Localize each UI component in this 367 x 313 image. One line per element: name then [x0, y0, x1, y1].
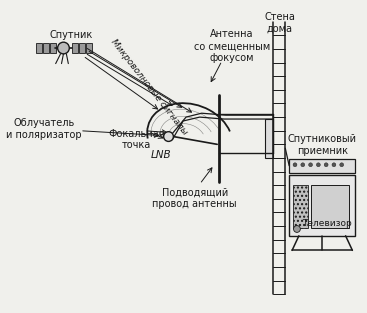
Circle shape — [340, 163, 344, 167]
Circle shape — [332, 163, 336, 167]
Bar — [289, 176, 355, 236]
Bar — [79, 43, 85, 53]
Bar — [289, 159, 355, 172]
Bar — [86, 43, 92, 53]
Text: Облучатель
и поляризатор: Облучатель и поляризатор — [6, 118, 82, 140]
Bar — [310, 185, 349, 228]
Bar — [43, 43, 49, 53]
Circle shape — [301, 163, 305, 167]
Text: Стена
дома: Стена дома — [264, 12, 295, 33]
Circle shape — [309, 163, 313, 167]
Circle shape — [294, 226, 300, 232]
Bar — [293, 185, 308, 228]
Circle shape — [58, 42, 69, 54]
Text: Фокальная
точка: Фокальная точка — [108, 129, 165, 150]
Bar — [50, 43, 56, 53]
Circle shape — [164, 132, 173, 141]
Circle shape — [293, 163, 297, 167]
Text: Антенна
со смещенным
фокусом: Антенна со смещенным фокусом — [194, 29, 270, 63]
Text: Микроволновые сигналы: Микроволновые сигналы — [109, 37, 189, 136]
Bar — [265, 119, 273, 158]
Text: Спутник: Спутник — [50, 30, 93, 40]
Circle shape — [316, 163, 320, 167]
Circle shape — [324, 163, 328, 167]
Bar — [72, 43, 78, 53]
Text: Спутниковый
приемник: Спутниковый приемник — [288, 134, 357, 156]
Bar — [36, 43, 42, 53]
Text: Подводящий
провод антенны: Подводящий провод антенны — [152, 187, 237, 209]
Text: LNB: LNB — [150, 150, 171, 160]
Text: Телевизор: Телевизор — [302, 219, 352, 228]
